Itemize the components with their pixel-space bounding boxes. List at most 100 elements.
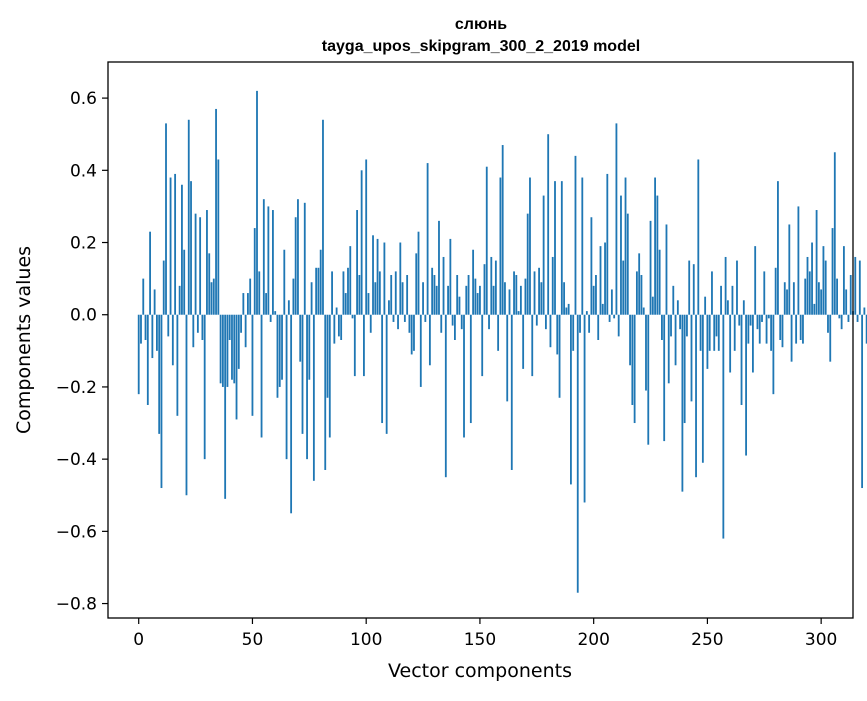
- y-tick-label: 0.2: [70, 234, 97, 254]
- bar: [738, 314, 741, 326]
- bar: [385, 314, 388, 434]
- bar: [217, 159, 220, 315]
- bar: [865, 314, 867, 344]
- bar: [483, 264, 486, 315]
- bar: [554, 181, 556, 315]
- bar: [221, 314, 224, 387]
- bar: [538, 267, 540, 315]
- bar: [294, 217, 297, 315]
- bar: [836, 278, 838, 315]
- bar: [315, 267, 318, 315]
- bar: [772, 314, 775, 395]
- bar: [752, 314, 754, 373]
- bar: [560, 181, 563, 315]
- bar: [635, 271, 638, 315]
- bar: [413, 314, 415, 351]
- bar: [308, 314, 311, 380]
- bar: [178, 285, 181, 315]
- bar: [151, 314, 154, 359]
- bar: [440, 314, 443, 333]
- bar: [149, 231, 151, 315]
- bar: [469, 314, 472, 424]
- bar: [524, 278, 527, 315]
- bar: [376, 238, 379, 315]
- bar: [181, 184, 183, 315]
- bar: [158, 314, 161, 434]
- bar: [513, 271, 515, 315]
- bar: [292, 278, 295, 315]
- bar: [533, 271, 536, 315]
- bar: [171, 314, 174, 366]
- bar: [192, 314, 195, 348]
- bar: [740, 314, 743, 405]
- x-axis-label: Vector components: [388, 660, 572, 682]
- x-axis-ticks: 0 50 100 150 200 250 300: [133, 618, 837, 650]
- bar: [804, 278, 807, 315]
- bar: [688, 260, 691, 315]
- bar: [206, 210, 208, 315]
- bar: [651, 296, 654, 315]
- bar: [474, 278, 477, 315]
- bar: [208, 253, 211, 315]
- bar: [842, 246, 845, 315]
- bar: [174, 173, 177, 315]
- bar: [654, 177, 656, 315]
- bar: [472, 249, 475, 315]
- bar: [335, 307, 338, 315]
- bar: [815, 210, 818, 315]
- bar: [576, 314, 579, 593]
- bar: [299, 314, 302, 362]
- bar: [563, 282, 566, 315]
- bar: [720, 285, 722, 315]
- bar: [676, 300, 679, 315]
- y-tick-label: 0.4: [70, 161, 97, 181]
- bar: [542, 195, 545, 315]
- bar: [167, 314, 170, 337]
- bar: [692, 264, 695, 315]
- bar: [203, 314, 206, 460]
- bar: [399, 242, 402, 315]
- bar: [278, 314, 281, 387]
- bar: [408, 314, 411, 333]
- bar: [638, 253, 641, 315]
- bar: [199, 217, 202, 315]
- bar: [742, 300, 745, 315]
- bar: [686, 314, 688, 337]
- bar: [319, 249, 322, 315]
- bar: [297, 199, 299, 315]
- bar: [481, 314, 484, 377]
- y-tick-label: −0.6: [56, 522, 97, 542]
- bar: [249, 278, 252, 315]
- bar: [137, 314, 140, 395]
- bar: [485, 166, 488, 315]
- bar: [433, 275, 436, 315]
- bar: [558, 314, 561, 398]
- bar: [861, 314, 864, 489]
- bar: [792, 282, 795, 315]
- bar: [695, 314, 697, 478]
- bar: [649, 220, 652, 315]
- bar: [699, 314, 702, 351]
- bar: [606, 173, 609, 315]
- bar: [827, 314, 829, 333]
- bar: [595, 275, 597, 315]
- bar: [353, 314, 356, 377]
- bar: [683, 314, 686, 424]
- bar: [706, 314, 709, 369]
- bar: [367, 293, 370, 315]
- bar: [210, 282, 213, 315]
- bar: [285, 314, 288, 460]
- bars-group: [137, 90, 867, 593]
- bar: [269, 314, 272, 322]
- bar: [831, 228, 834, 315]
- bar: [645, 314, 647, 391]
- bar: [608, 314, 611, 322]
- bar: [540, 282, 543, 315]
- bar: [190, 181, 192, 315]
- bar: [187, 119, 190, 315]
- bar: [363, 314, 365, 377]
- x-tick-label: 0: [133, 630, 144, 650]
- bar: [381, 314, 384, 424]
- bar: [765, 314, 768, 344]
- bar: [745, 314, 747, 456]
